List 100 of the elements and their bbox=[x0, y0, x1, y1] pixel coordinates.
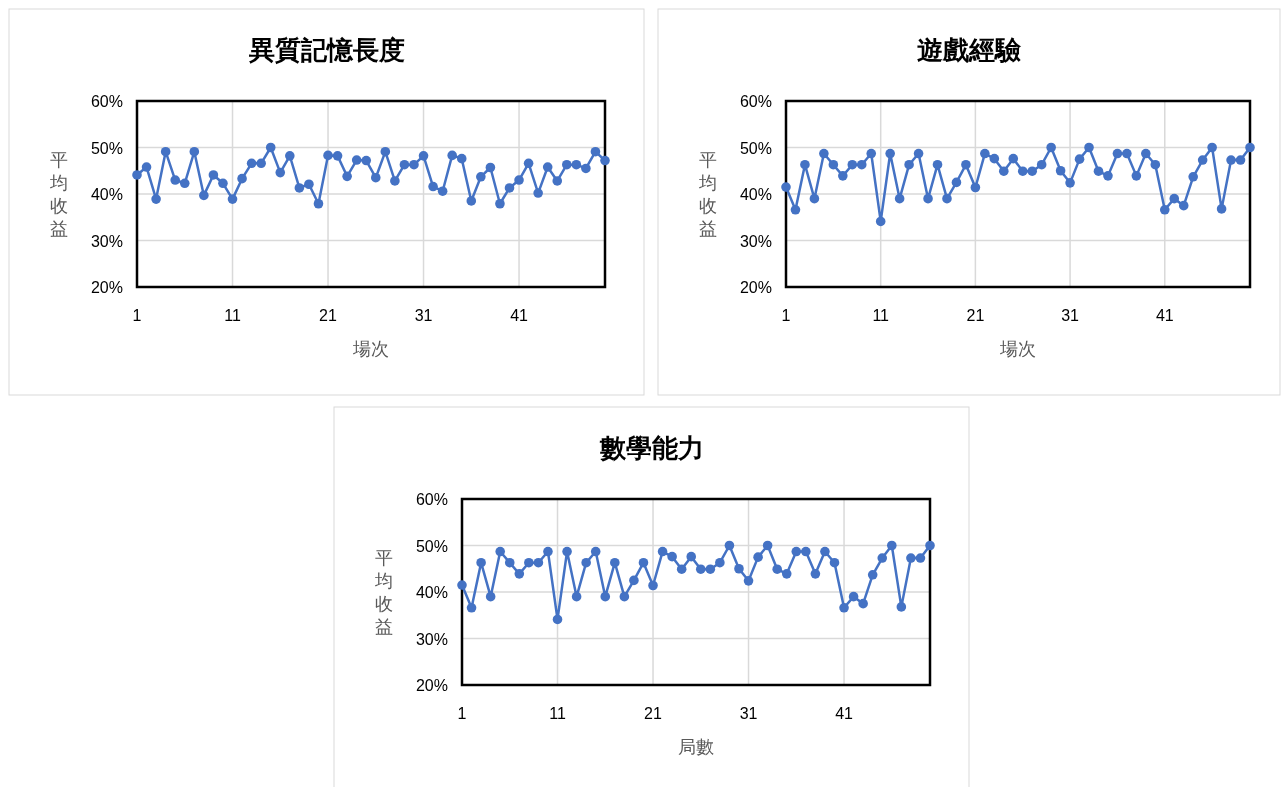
y-tick-label: 20% bbox=[415, 677, 448, 694]
point bbox=[437, 186, 448, 197]
point bbox=[657, 546, 668, 557]
point bbox=[600, 155, 610, 166]
point bbox=[1141, 148, 1151, 159]
point bbox=[875, 216, 886, 227]
point bbox=[476, 557, 486, 568]
point bbox=[1226, 155, 1236, 165]
point bbox=[1216, 204, 1227, 214]
point bbox=[495, 546, 505, 557]
point bbox=[562, 546, 572, 557]
point bbox=[485, 591, 496, 602]
point bbox=[524, 557, 534, 568]
point bbox=[304, 179, 314, 190]
point bbox=[1017, 166, 1028, 177]
point bbox=[648, 580, 658, 591]
point bbox=[141, 162, 152, 172]
point bbox=[132, 170, 142, 180]
point bbox=[819, 148, 829, 159]
point bbox=[906, 553, 916, 563]
point bbox=[218, 178, 228, 189]
point bbox=[610, 557, 620, 568]
point bbox=[695, 564, 706, 575]
x-tick-label: 21 bbox=[966, 307, 985, 324]
point bbox=[1159, 205, 1170, 215]
y-tick-label: 30% bbox=[739, 232, 772, 250]
point bbox=[848, 591, 859, 602]
point bbox=[476, 171, 486, 182]
point bbox=[332, 151, 343, 161]
point bbox=[980, 148, 990, 159]
point bbox=[514, 175, 524, 185]
point bbox=[913, 148, 924, 159]
point bbox=[466, 603, 477, 613]
y-tick-label: 50% bbox=[739, 139, 772, 157]
x-tick-label: 11 bbox=[549, 705, 566, 722]
point bbox=[504, 557, 515, 568]
point bbox=[342, 171, 352, 182]
point bbox=[571, 591, 582, 602]
point bbox=[562, 159, 572, 170]
point bbox=[1169, 193, 1180, 204]
point bbox=[1008, 153, 1019, 164]
y-tick-label: 40% bbox=[90, 186, 123, 203]
point bbox=[1235, 155, 1246, 165]
x-tick-label: 11 bbox=[872, 307, 890, 324]
point bbox=[887, 540, 897, 551]
point bbox=[523, 158, 534, 169]
x-tick-label: 1 bbox=[132, 307, 142, 324]
point bbox=[552, 614, 563, 625]
x-tick-label: 1 bbox=[781, 307, 791, 324]
point bbox=[285, 151, 295, 161]
x-axis-title: 場次 bbox=[352, 339, 389, 359]
point bbox=[275, 167, 286, 178]
point bbox=[313, 198, 324, 209]
point bbox=[447, 150, 457, 161]
point bbox=[351, 155, 362, 165]
point bbox=[1103, 171, 1113, 181]
point bbox=[495, 198, 505, 209]
point bbox=[1074, 154, 1085, 164]
point bbox=[762, 540, 773, 551]
x-axis-title: 場次 bbox=[999, 339, 1036, 359]
point bbox=[925, 540, 935, 551]
point bbox=[923, 193, 933, 204]
point bbox=[457, 580, 467, 590]
x-tick-label: 31 bbox=[739, 705, 758, 722]
point bbox=[896, 602, 907, 612]
x-tick-label: 41 bbox=[1155, 307, 1174, 324]
point bbox=[1178, 200, 1189, 211]
point bbox=[676, 564, 687, 575]
point bbox=[791, 546, 802, 557]
point bbox=[456, 153, 467, 164]
point bbox=[256, 158, 266, 169]
point bbox=[514, 569, 525, 579]
chart-title: 遊戲經驗 bbox=[917, 35, 1022, 65]
point bbox=[619, 591, 630, 602]
chart-title: 數學能力 bbox=[598, 433, 704, 463]
point bbox=[571, 159, 582, 170]
point bbox=[1046, 142, 1056, 153]
point bbox=[237, 173, 247, 184]
y-tick-label: 60% bbox=[739, 93, 772, 110]
point bbox=[208, 170, 219, 180]
point bbox=[734, 563, 744, 574]
point bbox=[590, 546, 601, 557]
point bbox=[839, 603, 849, 613]
x-tick-label: 21 bbox=[319, 307, 338, 324]
point bbox=[904, 159, 914, 170]
point bbox=[932, 159, 943, 170]
point bbox=[151, 194, 161, 204]
point bbox=[942, 193, 952, 204]
point bbox=[189, 146, 200, 157]
point bbox=[590, 146, 601, 157]
y-tick-label: 30% bbox=[90, 232, 123, 250]
point bbox=[466, 196, 477, 206]
point bbox=[581, 557, 591, 568]
point bbox=[370, 172, 381, 183]
point bbox=[1150, 159, 1161, 170]
point bbox=[705, 564, 716, 575]
point bbox=[265, 142, 276, 153]
point bbox=[294, 183, 305, 193]
point bbox=[1065, 178, 1075, 188]
point bbox=[629, 575, 639, 586]
